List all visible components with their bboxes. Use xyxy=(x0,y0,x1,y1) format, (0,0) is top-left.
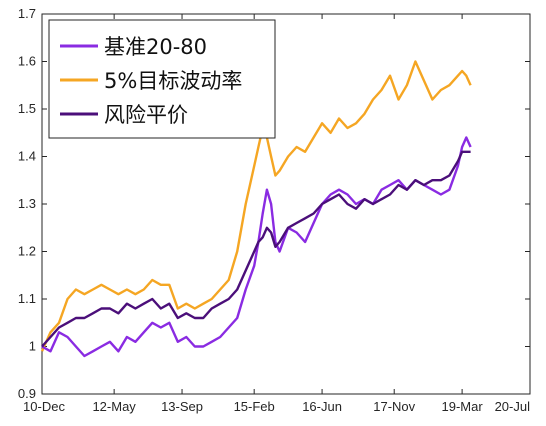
legend-label-0: 基准20-80 xyxy=(104,35,207,59)
x-axis: 10-Dec 12-May 13-Sep 15-Feb 16-Jun 17-Nov 19-M… xyxy=(23,14,531,414)
x-tick-label: 12-May xyxy=(92,399,136,414)
y-tick-label: 1.2 xyxy=(18,244,36,259)
y-tick-label: 1.4 xyxy=(18,149,36,164)
x-tick-label: 19-Mar xyxy=(442,399,484,414)
x-tick-label: 15-Feb xyxy=(234,399,275,414)
y-tick-label: 1 xyxy=(29,339,36,354)
legend: 基准20-80 5%目标波动率 风险平价 xyxy=(48,19,276,139)
x-tick-label: 17-Nov xyxy=(373,399,415,414)
x-tick-label: 13-Sep xyxy=(161,399,203,414)
y-tick-label: 1.3 xyxy=(18,196,36,211)
y-axis: 0.9 1 1.1 1.2 1.3 1.4 1.5 1.6 1.7 xyxy=(18,6,530,401)
y-tick-label: 0.9 xyxy=(18,386,36,401)
legend-label-1: 5%目标波动率 xyxy=(104,69,242,93)
y-tick-label: 1.7 xyxy=(18,6,36,21)
x-tick-label: 20-Jul xyxy=(495,399,531,414)
x-tick-label: 16-Jun xyxy=(302,399,342,414)
x-tick-label: 10-Dec xyxy=(23,399,65,414)
legend-label-2: 风险平价 xyxy=(104,103,188,127)
y-tick-label: 1.6 xyxy=(18,54,36,69)
series-line-2 xyxy=(41,150,471,348)
y-tick-label: 1.5 xyxy=(18,101,36,116)
y-tick-label: 1.1 xyxy=(18,291,36,306)
